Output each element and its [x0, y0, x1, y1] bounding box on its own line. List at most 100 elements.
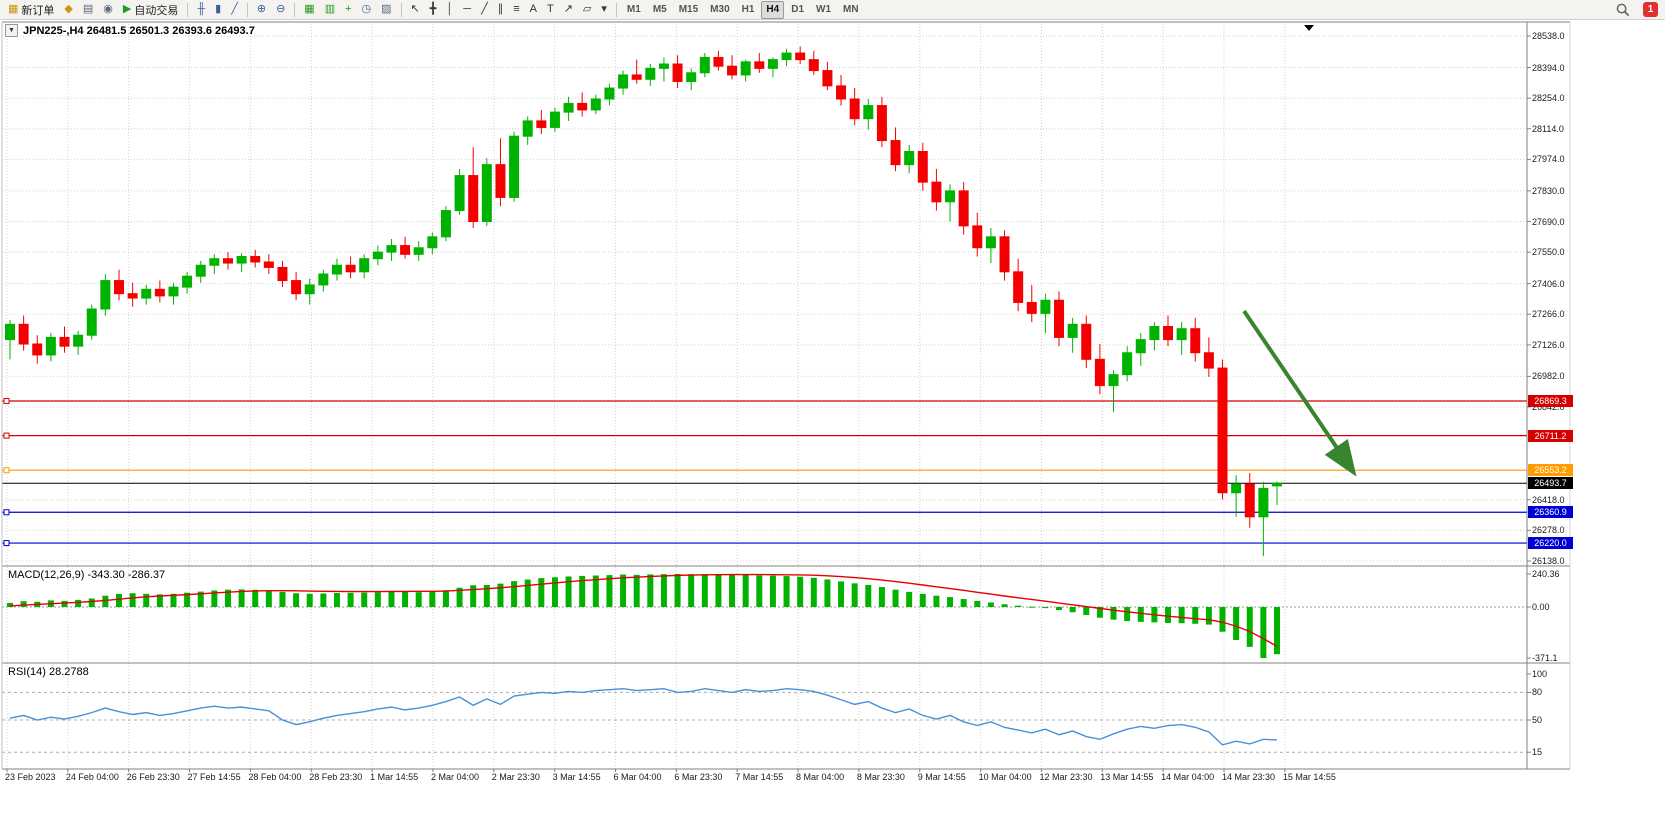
macd-histogram-bar — [1205, 607, 1212, 625]
fibonacci-button[interactable]: ≡ — [509, 1, 523, 19]
candlestick-chart-button[interactable]: ▮ — [211, 1, 225, 19]
cursor-button[interactable]: ↖ — [407, 1, 424, 19]
macd-signal-line — [9, 573, 1278, 647]
timeframe-m30-button[interactable]: M30 — [710, 4, 730, 15]
price-level-badge-26493.7[interactable]: 26493.7 — [1528, 477, 1573, 490]
level-handle[interactable] — [3, 432, 10, 439]
macd-histogram-bar — [838, 581, 845, 607]
timeframe-h1-button[interactable]: H1 — [741, 4, 755, 15]
macd-histogram-bar — [592, 575, 599, 607]
macd-histogram-bar — [1056, 607, 1063, 611]
zoom-out-button[interactable]: ⊖ — [272, 1, 289, 19]
price-axis-tick: 27550.0 — [1532, 247, 1565, 258]
chart-shift-marker[interactable] — [1304, 25, 1314, 31]
search-button[interactable] — [1612, 1, 1634, 19]
search-icon — [1616, 3, 1630, 16]
timeframe-m1-button[interactable]: M1 — [626, 4, 641, 15]
horizontal-line-button[interactable]: ─ — [459, 1, 475, 19]
macd-histogram-bar — [851, 583, 858, 607]
new-order-button[interactable]: ▦ 新订单 — [4, 1, 58, 19]
macd-histogram-bar — [1042, 607, 1049, 609]
timeframe-d1-button[interactable]: D1 — [791, 4, 805, 15]
print-button[interactable]: ▤ — [79, 1, 97, 19]
macd-histogram-bar — [947, 597, 954, 607]
macd-histogram-bar — [1083, 607, 1090, 615]
macd-histogram-bar — [688, 574, 695, 607]
rsi-axis-tick: 50 — [1532, 715, 1543, 725]
fibonacci-icon: ≡ — [513, 3, 520, 15]
macd-histogram-bar — [320, 593, 327, 607]
macd-histogram-bar — [538, 578, 545, 607]
trend-arrow[interactable] — [1242, 309, 1357, 477]
line-chart-button[interactable]: ╱ — [227, 1, 242, 19]
price-level-badge-26553.2[interactable]: 26553.2 — [1528, 464, 1573, 477]
timeframe-w1-button[interactable]: W1 — [816, 4, 832, 15]
new-order-icon: ▦ — [8, 3, 19, 15]
autotrading-button[interactable]: ▶ 自动交易 — [119, 1, 182, 19]
time-axis-label: 28 Feb 04:00 — [248, 772, 302, 782]
price-level-badge-26711.2[interactable]: 26711.2 — [1528, 429, 1573, 442]
shapes-button[interactable]: ▱ — [579, 1, 595, 19]
chart-window-icon[interactable]: ▼ — [5, 24, 18, 37]
price-level-badge-26220.0[interactable]: 26220.0 — [1528, 537, 1573, 550]
macd-histogram-bar — [238, 589, 245, 607]
zoom-in-button[interactable]: ⊕ — [253, 1, 270, 19]
level-handle[interactable] — [3, 467, 10, 474]
new-chart-button[interactable]: ▥ — [321, 1, 339, 19]
macd-histogram-bar — [170, 593, 177, 607]
macd-histogram-bar — [1165, 607, 1172, 623]
macd-histogram-bar — [606, 575, 613, 607]
crosshair-button[interactable]: ╋ — [426, 1, 441, 19]
notification-badge[interactable]: 1 — [1643, 2, 1658, 17]
horizontal-line-icon: ─ — [463, 3, 472, 15]
time-axis-label: 1 Mar 14:55 — [370, 772, 419, 782]
level-handle[interactable] — [3, 540, 10, 547]
price-level-badge-26869.3[interactable]: 26869.3 — [1528, 395, 1573, 408]
time-axis-label: 9 Mar 14:55 — [917, 772, 966, 782]
macd-histogram-bar — [333, 592, 340, 607]
arrows-button[interactable]: ↗ — [560, 1, 577, 19]
text-button[interactable]: A — [526, 1, 541, 19]
text-icon: A — [529, 3, 537, 15]
channel-button[interactable]: ∥ — [494, 1, 508, 19]
macd-histogram-bar — [565, 576, 572, 607]
objects-dropdown[interactable]: ▾ — [597, 1, 611, 19]
time-axis-label: 27 Feb 14:55 — [187, 772, 241, 782]
macd-indicator-label: MACD(12,26,9) -343.30 -286.37 — [8, 569, 166, 581]
macd-histogram-bar — [824, 579, 831, 607]
price-level-badge-26360.9[interactable]: 26360.9 — [1528, 506, 1573, 519]
arrows-icon: ↗ — [563, 3, 573, 15]
indicators-button[interactable]: + — [341, 1, 355, 19]
template-button[interactable]: ▨ — [377, 1, 395, 19]
trendline-button[interactable]: ╱ — [477, 1, 492, 19]
macd-histogram-bar — [415, 592, 422, 607]
timeframe-m15-button[interactable]: M15 — [678, 4, 699, 15]
timeframe-mn-button[interactable]: MN — [843, 4, 859, 15]
time-axis-label: 15 Mar 14:55 — [1282, 772, 1336, 782]
bar-chart-button[interactable]: ╫ — [193, 1, 209, 19]
time-axis-label: 6 Mar 23:30 — [674, 772, 723, 782]
macd-histogram-bar — [933, 595, 940, 607]
macd-histogram-bar — [647, 574, 654, 607]
level-handle[interactable] — [3, 509, 10, 516]
tile-windows-button[interactable]: ▦ — [300, 1, 318, 19]
time-axis-label: 6 Mar 04:00 — [613, 772, 662, 782]
timeframe-m5-button[interactable]: M5 — [652, 4, 667, 15]
macd-histogram-bar — [1028, 606, 1035, 608]
alerts-button[interactable]: ◉ — [99, 1, 117, 19]
label-button[interactable]: T — [543, 1, 558, 19]
period-button[interactable]: ◷ — [358, 1, 376, 19]
channel-icon: ∥ — [497, 3, 504, 15]
macd-histogram-bar — [306, 593, 313, 607]
vertical-line-button[interactable]: │ — [442, 1, 457, 19]
template-icon: ▨ — [381, 3, 392, 15]
toolbar-separator — [294, 2, 296, 17]
timeframe-h4-button[interactable]: H4 — [761, 0, 785, 19]
profiles-button[interactable]: ◆ — [60, 1, 76, 19]
macd-histogram-bar — [347, 592, 354, 607]
level-handle[interactable] — [3, 398, 10, 405]
price-axis-tick: 27266.0 — [1532, 309, 1565, 320]
macd-histogram-bar — [906, 591, 913, 607]
macd-histogram-bar — [1137, 607, 1144, 622]
